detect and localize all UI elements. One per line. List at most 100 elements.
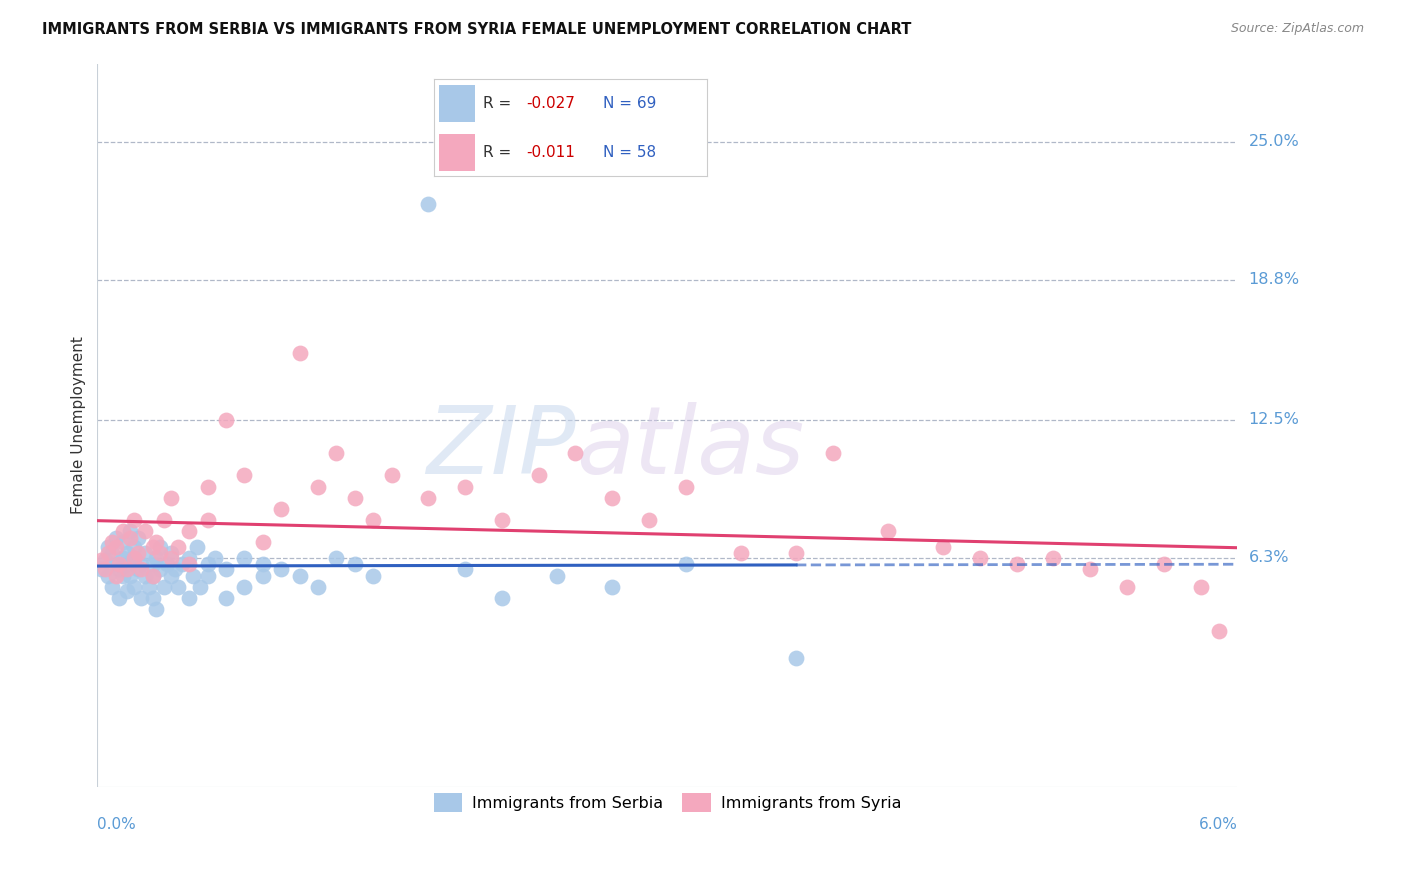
Y-axis label: Female Unemployment: Female Unemployment bbox=[72, 336, 86, 515]
Text: 12.5%: 12.5% bbox=[1249, 412, 1299, 427]
Text: 6.3%: 6.3% bbox=[1249, 550, 1289, 566]
Point bbox=[115, 584, 138, 599]
Point bbox=[179, 558, 201, 572]
Point bbox=[149, 540, 172, 554]
Point bbox=[307, 580, 329, 594]
Point bbox=[115, 558, 138, 572]
Point bbox=[138, 580, 160, 594]
Point bbox=[380, 468, 402, 483]
Point bbox=[131, 562, 153, 576]
Point bbox=[101, 535, 124, 549]
Point bbox=[418, 491, 440, 505]
Point bbox=[491, 513, 513, 527]
Text: 0.0%: 0.0% bbox=[97, 817, 136, 832]
Point bbox=[167, 580, 190, 594]
Point bbox=[252, 558, 274, 572]
Point bbox=[215, 562, 238, 576]
Point bbox=[821, 446, 844, 460]
Point bbox=[101, 546, 124, 560]
Text: 25.0%: 25.0% bbox=[1249, 135, 1299, 149]
Point bbox=[215, 413, 238, 427]
Point bbox=[170, 558, 193, 572]
Point bbox=[93, 553, 115, 567]
Point bbox=[127, 562, 149, 576]
Point bbox=[179, 550, 201, 565]
Point bbox=[675, 558, 697, 572]
Point bbox=[145, 550, 167, 565]
Point bbox=[233, 468, 256, 483]
Point bbox=[181, 568, 204, 582]
Point bbox=[141, 558, 163, 572]
Point bbox=[122, 550, 145, 565]
Point bbox=[233, 550, 256, 565]
Point bbox=[932, 540, 955, 554]
Point bbox=[197, 513, 219, 527]
Point bbox=[252, 535, 274, 549]
Point bbox=[343, 558, 366, 572]
Point bbox=[343, 491, 366, 505]
Point bbox=[115, 562, 138, 576]
Point bbox=[160, 546, 183, 560]
Point bbox=[112, 550, 135, 565]
Point bbox=[969, 550, 991, 565]
Point bbox=[104, 558, 127, 572]
Point bbox=[149, 546, 172, 560]
Point bbox=[179, 591, 201, 605]
Point bbox=[112, 535, 135, 549]
Point bbox=[307, 480, 329, 494]
Point bbox=[160, 550, 183, 565]
Point bbox=[101, 580, 124, 594]
Point bbox=[1189, 580, 1212, 594]
Point bbox=[108, 558, 131, 572]
Point bbox=[93, 562, 115, 576]
Point bbox=[252, 568, 274, 582]
Point bbox=[325, 550, 347, 565]
Point bbox=[120, 524, 142, 538]
Point bbox=[288, 568, 311, 582]
Text: 18.8%: 18.8% bbox=[1249, 272, 1299, 287]
Point bbox=[361, 568, 384, 582]
Point bbox=[134, 524, 156, 538]
Text: ZIP: ZIP bbox=[426, 401, 576, 492]
Point bbox=[197, 558, 219, 572]
Point bbox=[491, 591, 513, 605]
Text: 6.0%: 6.0% bbox=[1198, 817, 1237, 832]
Point bbox=[104, 531, 127, 545]
Point bbox=[167, 540, 190, 554]
Point bbox=[1078, 562, 1101, 576]
Point bbox=[418, 197, 440, 211]
Point bbox=[122, 513, 145, 527]
Point bbox=[152, 580, 174, 594]
Point bbox=[112, 524, 135, 538]
Point bbox=[141, 591, 163, 605]
Point bbox=[1116, 580, 1139, 594]
Point bbox=[233, 580, 256, 594]
Point bbox=[564, 446, 586, 460]
Point bbox=[108, 591, 131, 605]
Point bbox=[785, 546, 807, 560]
Point bbox=[160, 568, 183, 582]
Point bbox=[163, 562, 186, 576]
Point bbox=[108, 562, 131, 576]
Point bbox=[160, 491, 183, 505]
Point bbox=[527, 468, 550, 483]
Text: atlas: atlas bbox=[576, 401, 804, 492]
Point bbox=[197, 568, 219, 582]
Point bbox=[785, 651, 807, 665]
Point bbox=[134, 568, 156, 582]
Point bbox=[1005, 558, 1028, 572]
Point bbox=[675, 480, 697, 494]
Point bbox=[131, 558, 153, 572]
Point bbox=[122, 550, 145, 565]
Point bbox=[122, 580, 145, 594]
Point bbox=[90, 562, 112, 576]
Point bbox=[122, 540, 145, 554]
Point bbox=[134, 546, 156, 560]
Point bbox=[90, 553, 112, 567]
Point bbox=[186, 540, 208, 554]
Point bbox=[600, 580, 623, 594]
Point bbox=[325, 446, 347, 460]
Point bbox=[104, 568, 127, 582]
Point bbox=[127, 531, 149, 545]
Point bbox=[270, 562, 292, 576]
